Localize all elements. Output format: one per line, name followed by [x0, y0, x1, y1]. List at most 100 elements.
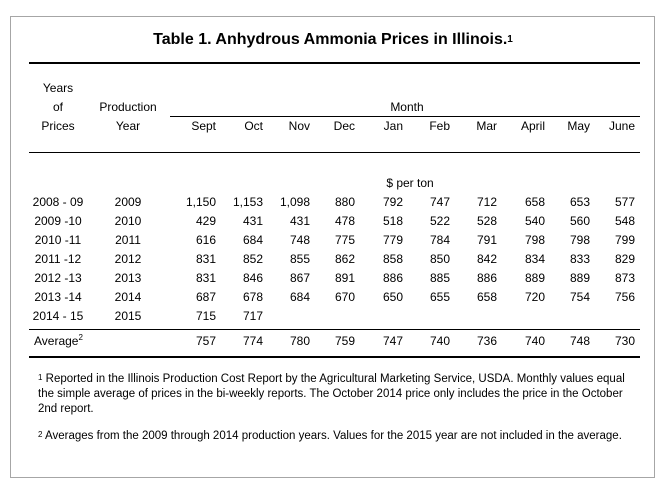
price-cell: 798 [569, 233, 590, 247]
price-cell: 687 [195, 290, 216, 304]
prod-year-cell: 2014 [114, 290, 142, 304]
unit-label: $ per ton [386, 176, 434, 190]
price-cell: 886 [476, 271, 497, 285]
average-cell: 747 [382, 334, 403, 348]
top-rule [29, 62, 640, 64]
price-cell: 540 [524, 214, 545, 228]
average-cell: 736 [476, 334, 497, 348]
month-header-0: Sept [191, 119, 216, 133]
price-cell: 747 [429, 195, 450, 209]
price-cell: 678 [242, 290, 263, 304]
price-cell: 478 [334, 214, 355, 228]
footnote-2: 2 Averages from the 2009 through 2014 pr… [38, 429, 638, 444]
price-cell: 867 [289, 271, 310, 285]
price-cell: 528 [476, 214, 497, 228]
price-cell: 1,153 [232, 195, 263, 209]
price-cell: 754 [569, 290, 590, 304]
price-cell: 748 [289, 233, 310, 247]
years-cell: 2012 -13 [34, 271, 82, 285]
average-cell: 730 [614, 334, 635, 348]
month-header-8: May [567, 119, 590, 133]
table-title: Table 1. Anhydrous Ammonia Prices in Ill… [0, 31, 666, 49]
price-cell: 798 [524, 233, 545, 247]
title-text: Table 1. Anhydrous Ammonia Prices in Ill… [153, 31, 508, 48]
month-header-2: Nov [288, 119, 310, 133]
price-cell: 842 [476, 252, 497, 266]
month-header-9: June [608, 119, 635, 133]
price-cell: 522 [429, 214, 450, 228]
prod-year-cell: 2015 [114, 309, 142, 323]
average-cell: 757 [195, 334, 216, 348]
average-cell: 740 [429, 334, 450, 348]
average-footnote-marker: 2 [78, 333, 83, 342]
years-cell: 2008 - 09 [32, 195, 84, 209]
title-footnote-marker: 1 [507, 34, 513, 45]
price-cell: 831 [195, 252, 216, 266]
price-cell: 779 [382, 233, 403, 247]
footnote-2-text: Averages from the 2009 through 2014 prod… [42, 430, 622, 442]
average-top-rule [29, 329, 640, 330]
price-cell: 885 [429, 271, 450, 285]
header-prod-l2: Year [115, 119, 141, 133]
header-rule [29, 152, 640, 153]
price-cell: 756 [614, 290, 635, 304]
price-cell: 858 [382, 252, 403, 266]
table-frame [10, 16, 655, 478]
average-label: Average2 [34, 333, 83, 348]
month-header-5: Feb [429, 119, 450, 133]
price-cell: 889 [524, 271, 545, 285]
price-cell: 873 [614, 271, 635, 285]
price-cell: 670 [334, 290, 355, 304]
price-cell: 862 [334, 252, 355, 266]
price-cell: 831 [195, 271, 216, 285]
price-cell: 717 [242, 309, 263, 323]
footnote-1-text: Reported in the Illinois Production Cost… [38, 373, 625, 415]
price-cell: 429 [195, 214, 216, 228]
month-header-3: Dec [333, 119, 355, 133]
price-cell: 658 [524, 195, 545, 209]
price-cell: 855 [289, 252, 310, 266]
header-month: Month [390, 100, 424, 114]
average-cell: 759 [334, 334, 355, 348]
average-cell: 774 [242, 334, 263, 348]
month-underline [170, 116, 640, 117]
price-cell: 792 [382, 195, 403, 209]
price-cell: 653 [569, 195, 590, 209]
average-cell: 780 [289, 334, 310, 348]
price-cell: 891 [334, 271, 355, 285]
price-cell: 846 [242, 271, 263, 285]
prod-year-cell: 2012 [114, 252, 142, 266]
price-cell: 577 [614, 195, 635, 209]
price-cell: 431 [289, 214, 310, 228]
footnote-1-marker: 1 [38, 373, 43, 382]
header-prod-l1: Production [99, 100, 157, 114]
month-header-7: April [520, 119, 545, 133]
price-cell: 889 [569, 271, 590, 285]
price-cell: 560 [569, 214, 590, 228]
price-cell: 616 [195, 233, 216, 247]
price-cell: 518 [382, 214, 403, 228]
footnote-1: 1 Reported in the Illinois Production Co… [38, 372, 638, 417]
price-cell: 548 [614, 214, 635, 228]
average-cell: 748 [569, 334, 590, 348]
prod-year-cell: 2013 [114, 271, 142, 285]
price-cell: 886 [382, 271, 403, 285]
price-cell: 658 [476, 290, 497, 304]
price-cell: 684 [242, 233, 263, 247]
years-cell: 2010 -11 [34, 233, 82, 247]
price-cell: 715 [195, 309, 216, 323]
price-cell: 833 [569, 252, 590, 266]
years-cell: 2014 - 15 [32, 309, 84, 323]
price-cell: 1,150 [185, 195, 216, 209]
price-cell: 1,098 [279, 195, 310, 209]
month-header-6: Mar [476, 119, 497, 133]
prod-year-cell: 2011 [115, 233, 141, 247]
footnote-2-marker: 2 [38, 430, 43, 439]
price-cell: 684 [289, 290, 310, 304]
price-cell: 712 [476, 195, 497, 209]
price-cell: 650 [382, 290, 403, 304]
average-cell: 740 [524, 334, 545, 348]
price-cell: 775 [334, 233, 355, 247]
years-cell: 2009 -10 [34, 214, 82, 228]
bottom-rule [29, 356, 640, 358]
